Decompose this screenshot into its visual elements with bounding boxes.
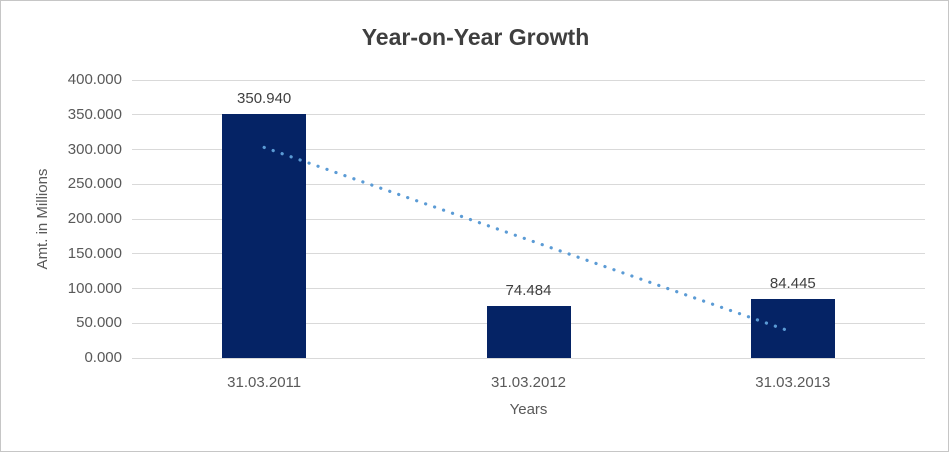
y-tick-label: 100.000	[67, 279, 122, 297]
bar	[750, 299, 835, 358]
x-tick-label: 31.03.2013	[755, 374, 831, 391]
bar	[222, 114, 307, 358]
bar-value-label: 84.445	[769, 275, 816, 293]
gridline	[132, 79, 925, 81]
trendline-path	[262, 145, 795, 334]
bar	[486, 306, 571, 358]
y-tick-label: 400.000	[67, 71, 122, 88]
x-tick-label: 31.03.2011	[227, 374, 302, 391]
y-tick-label: 350.000	[67, 105, 122, 123]
gridline	[132, 357, 925, 359]
y-tick-label: 250.000	[67, 175, 122, 193]
y-tick-label: 300.000	[67, 140, 122, 158]
bar-value-label: 74.484	[505, 282, 552, 300]
gridline	[132, 114, 925, 116]
bar-value-label: 350.940	[237, 90, 292, 108]
x-axis-title: Years	[509, 401, 548, 418]
y-tick-label: 0.000	[84, 349, 122, 366]
chart-title: Year-on-Year Growth	[361, 24, 590, 50]
x-tick-label: 31.03.2012	[490, 374, 567, 391]
y-tick-label: 150.000	[67, 244, 122, 262]
y-tick-label: 50.000	[76, 314, 122, 332]
y-tick-label: 200.000	[67, 210, 122, 227]
